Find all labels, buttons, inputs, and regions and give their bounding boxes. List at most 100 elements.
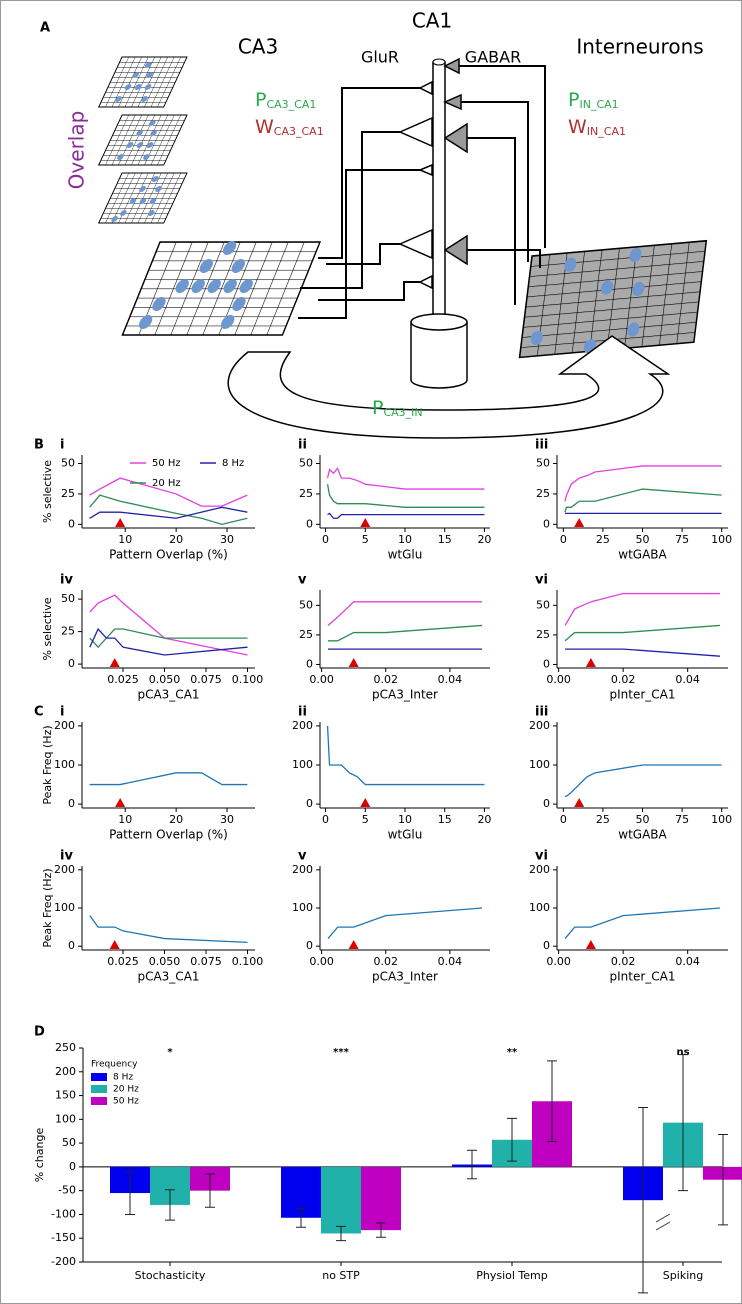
y-tick-label: 100 [529,901,550,914]
y-tick-label: 100 [529,758,550,771]
panel-number: i [60,705,64,720]
default-marker [574,518,584,527]
default-marker [360,518,370,527]
significance: * [167,1047,173,1058]
figure: A CA3 CA1 GluR GABAR Interneurons Overla… [0,0,742,1304]
series-line [328,625,482,640]
significance: ** [507,1047,518,1058]
panel-number: iv [60,849,73,864]
x-tick-label: 50 [636,813,650,826]
x-axis-label: pCA3_CA1 [137,688,199,702]
interneurons-label: Interneurons [576,35,703,59]
x-tick-label: 0 [322,533,329,546]
y-tick-label: 25 [536,487,550,500]
legend-swatch [91,1073,107,1081]
x-tick-label: 0.075 [190,955,222,968]
series-line [565,466,722,501]
series-line [565,625,720,640]
y-tick-label: 0 [68,517,75,530]
x-tick-label: 0 [322,813,329,826]
y-tick-label: 25 [299,628,313,641]
x-tick-label: 0.00 [309,673,334,686]
x-axis-label: Pattern Overlap (%) [109,828,228,842]
series-line [565,649,720,656]
x-tick-label: 100 [711,813,732,826]
x-tick-label: 0.04 [675,955,700,968]
default-marker [574,798,584,807]
x-tick-label: 20 [477,533,491,546]
x-tick-label: 100 [711,533,732,546]
default-marker [586,658,596,667]
y-tick-label: -150 [51,1231,76,1244]
x-tick-label: 0.025 [107,955,139,968]
x-tick-label: Spiking [663,1269,703,1282]
y-tick-label: 100 [292,758,313,771]
x-tick-label: Physiol Temp [476,1269,548,1282]
ca3-grid [122,241,320,335]
small-grid [99,115,187,165]
y-axis-label: % selective [41,597,54,660]
param-main: P [372,397,383,419]
y-tick-label: 0 [543,657,550,670]
x-tick-label: 0.02 [374,955,399,968]
x-tick-label: 20 [477,813,491,826]
y-axis-label: % change [33,1128,46,1183]
series-line [90,629,248,655]
param-main: P [255,89,266,111]
panel-number: i [60,438,64,453]
param-main: W [255,116,274,138]
x-tick-label: 10 [398,813,412,826]
param-label: WCA3_CA1 [255,116,324,139]
default-marker [110,658,120,667]
series-line [565,489,722,512]
y-tick-label: 0 [306,797,313,810]
y-tick-label: 50 [536,457,550,470]
x-tick-label: 25 [596,813,610,826]
y-tick-label: 250 [55,1041,76,1054]
y-tick-label: 50 [61,457,75,470]
y-tick-label: 50 [299,457,313,470]
x-tick-label: 0.050 [149,955,181,968]
legend-title: Frequency [91,1060,138,1070]
x-tick-label: 50 [636,533,650,546]
x-tick-label: 0 [560,533,567,546]
y-tick-label: 200 [292,863,313,876]
y-tick-label: 100 [292,901,313,914]
y-tick-label: 50 [61,592,75,605]
y-tick-label: 200 [54,863,75,876]
diagram: A CA3 CA1 GluR GABAR Interneurons Overla… [40,9,706,439]
x-tick-label: 10 [118,533,132,546]
x-tick-label: 0.04 [438,673,463,686]
panel-label: A [40,21,50,36]
y-tick-label: 200 [292,719,313,732]
y-tick-label: 0 [306,517,313,530]
bar [361,1167,401,1230]
default-marker [110,940,120,949]
x-tick-label: 5 [362,533,369,546]
x-tick-label: 30 [220,533,234,546]
x-tick-label: 20 [169,813,183,826]
panel-number: ii [298,438,307,453]
y-tick-label: 100 [55,1112,76,1125]
y-tick-label: 0 [543,939,550,952]
legend-label: 8 Hz [222,458,244,469]
x-tick-label: 25 [596,533,610,546]
series-line [328,726,485,785]
axis-break [656,1214,670,1230]
x-axis-label: pCA3_Inter [372,688,438,702]
x-axis-label: wtGlu [388,828,423,842]
panel-number: iv [60,573,73,588]
y-axis-label: Peak Freq (Hz) [41,868,54,947]
y-tick-label: 50 [62,1136,76,1149]
series-line [328,468,485,489]
y-tick-label: 50 [536,598,550,611]
series-line [328,908,482,939]
y-tick-label: 0 [306,939,313,952]
y-tick-label: 0 [543,517,550,530]
y-tick-label: 0 [69,1160,76,1173]
x-tick-label: 75 [675,533,689,546]
param-label: PIN_CA1 [568,89,619,112]
y-tick-label: 200 [54,719,75,732]
legend-label: 50 Hz [152,458,181,469]
legend-label: 20 Hz [113,1085,139,1095]
